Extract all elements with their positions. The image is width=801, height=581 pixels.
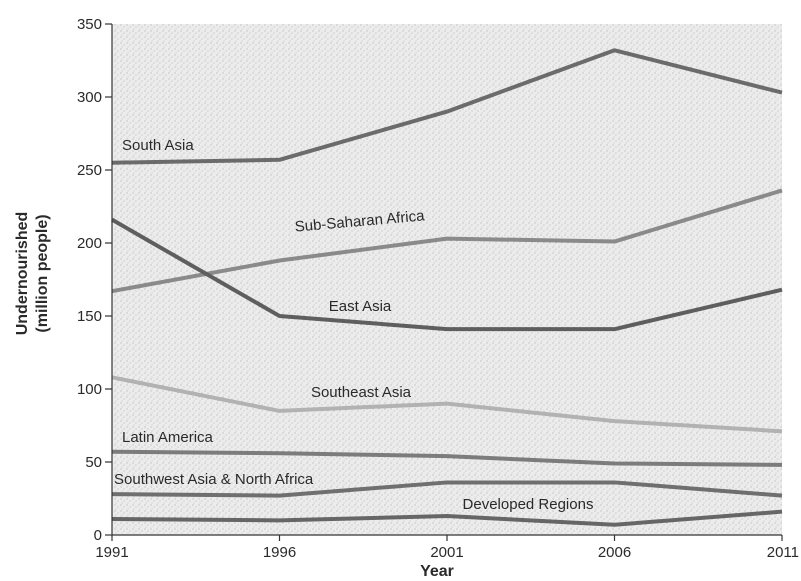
series-label-3: Southeast Asia — [311, 384, 412, 401]
y-tick-label-2: 100 — [77, 381, 102, 398]
y-tick-label-4: 200 — [77, 235, 102, 252]
y-tick-label-1: 50 — [85, 454, 102, 471]
x-tick-label-0: 1991 — [95, 544, 128, 561]
series-line-5 — [111, 480, 783, 498]
series-label-5: Southwest Asia & North Africa — [114, 471, 314, 488]
series-line-6 — [111, 509, 783, 527]
plot-area — [112, 24, 782, 535]
x-tick-label-1: 1996 — [263, 544, 296, 561]
series-line-2 — [111, 217, 783, 332]
y-tick-label-0: 0 — [94, 527, 102, 544]
series-label-0: South Asia — [122, 137, 194, 154]
x-tick-label-3: 2006 — [598, 544, 631, 561]
y-tick-label-6: 300 — [77, 89, 102, 106]
x-tick-label-2: 2001 — [430, 544, 463, 561]
y-tick-label-3: 150 — [77, 308, 102, 325]
series-line-4 — [111, 449, 783, 467]
x-tick-label-4: 2011 — [767, 544, 799, 561]
series-label-6: Developed Regions — [463, 496, 594, 513]
x-axis-ticks: 1991 1996 2001 2006 2011 — [95, 535, 799, 561]
y-tick-label-7: 350 — [77, 16, 102, 33]
series-group — [111, 48, 783, 527]
y-axis-title-line-1: Undernourished — [14, 212, 31, 336]
series-label-4: Latin America — [122, 429, 214, 446]
series-line-1 — [111, 188, 783, 294]
y-tick-label-5: 250 — [77, 162, 102, 179]
y-axis-title-line-2: (million people) — [34, 214, 51, 332]
series-line-0 — [111, 48, 783, 165]
series-line-3 — [111, 375, 783, 434]
x-axis-title: Year — [420, 563, 454, 580]
y-axis-ticks: 0 50 100 150 200 250 300 350 — [77, 16, 112, 544]
series-label-2: East Asia — [329, 298, 392, 315]
